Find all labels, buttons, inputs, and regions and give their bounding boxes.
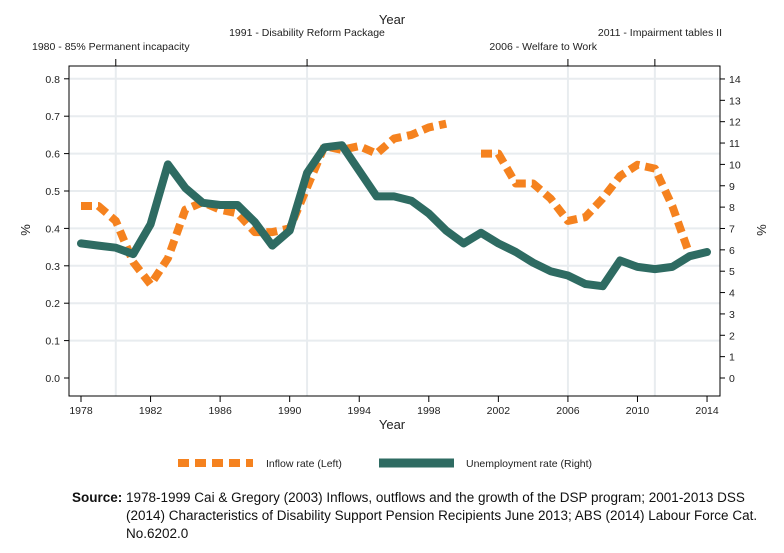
right-tick-label: 1 [729, 352, 735, 364]
annotation-label: 1991 - Disability Reform Package [229, 27, 385, 39]
x-tick-label: 1982 [139, 405, 163, 417]
left-tick-label: 0.0 [45, 373, 60, 385]
x-tick-label: 1978 [69, 405, 93, 417]
x-tick-label: 1990 [278, 405, 302, 417]
right-tick-label: 9 [729, 181, 735, 193]
right-tick-label: 13 [729, 95, 741, 107]
right-tick-label: 3 [729, 309, 735, 321]
plot-frame [68, 65, 721, 397]
right-tick-label: 0 [729, 373, 735, 385]
annotation-label: 1980 - 85% Permanent incapacity [32, 41, 190, 53]
x-tick-label: 2002 [487, 405, 511, 417]
right-tick-label: 4 [729, 288, 735, 300]
right-tick-label: 12 [729, 117, 741, 129]
right-tick-label: 5 [729, 266, 735, 278]
left-axis-title: % [18, 224, 33, 236]
right-axis-title: % [754, 224, 769, 236]
annotation-label: 2011 - Impairment tables II [598, 27, 722, 39]
right-tick-label: 10 [729, 159, 741, 171]
left-tick-label: 0.1 [45, 336, 60, 348]
legend-label-inflow-rate: Inflow rate (Left) [266, 458, 342, 470]
annotation-label: 2006 - Welfare to Work [489, 41, 597, 53]
top-axis-title: Year [379, 12, 406, 27]
left-tick-label: 0.8 [45, 74, 60, 86]
left-tick-label: 0.4 [45, 223, 60, 235]
source-text: 1978-1999 Cai & Gregory (2003) Inflows, … [126, 490, 758, 541]
x-tick-label: 1998 [417, 405, 441, 417]
source-label: Source: [72, 490, 123, 505]
x-tick-label: 1994 [348, 405, 372, 417]
right-tick-label: 7 [729, 223, 735, 235]
legend-label-unemployment-rate: Unemployment rate (Right) [466, 458, 592, 470]
x-tick-label: 2006 [556, 405, 580, 417]
x-tick-label: 1986 [208, 405, 232, 417]
right-tick-label: 11 [729, 138, 740, 150]
left-tick-label: 0.3 [45, 261, 60, 273]
right-tick-label: 6 [729, 245, 735, 257]
right-tick-label: 2 [729, 330, 735, 342]
left-tick-label: 0.5 [45, 186, 60, 198]
right-tick-label: 8 [729, 202, 735, 214]
left-tick-label: 0.6 [45, 149, 60, 161]
series-line-inflow-rate [81, 119, 694, 289]
left-tick-label: 0.2 [45, 298, 60, 310]
x-tick-label: 2014 [695, 405, 719, 417]
x-axis-title: Year [379, 417, 406, 432]
x-tick-label: 2010 [626, 405, 650, 417]
right-tick-label: 14 [729, 74, 741, 86]
left-tick-label: 0.7 [45, 111, 60, 123]
source-note: Source: 1978-1999 Cai & Gregory (2003) I… [72, 489, 772, 543]
